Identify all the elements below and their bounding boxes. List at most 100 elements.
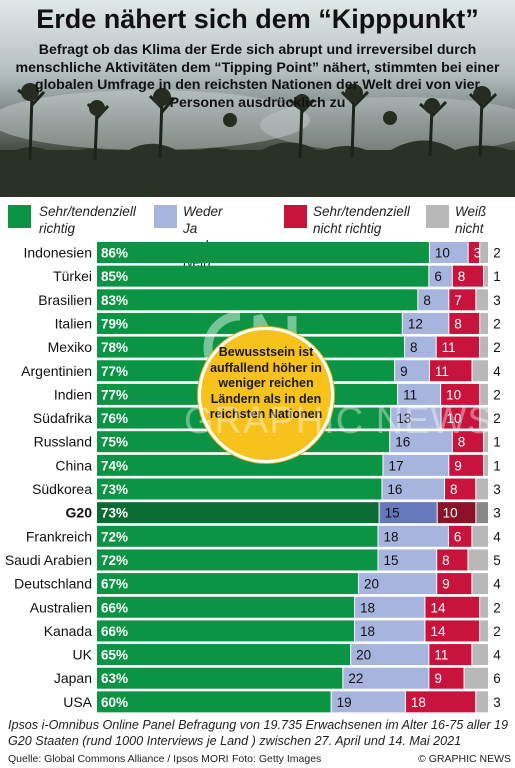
value-label: 18 [384, 529, 399, 544]
bar-segment [441, 407, 480, 429]
bar-segment [425, 620, 480, 642]
value-label: 60% [101, 695, 128, 710]
value-label: 1 [493, 458, 501, 473]
bar-segment [472, 573, 488, 595]
value-label: 72% [101, 553, 128, 568]
value-label: 11 [403, 387, 417, 402]
bar-segment [355, 620, 425, 642]
value-label: 73% [101, 482, 128, 497]
value-label: 6 [454, 529, 462, 544]
bar-segment [480, 336, 488, 358]
country-label: Indonesien [23, 245, 92, 261]
legend-swatch-agree [8, 205, 31, 228]
value-label: 77% [101, 387, 128, 402]
bar-segment [480, 596, 488, 618]
photo-credit: Foto: Getty Images [232, 753, 322, 765]
country-label: Japan [54, 670, 92, 686]
bar-segment [405, 691, 476, 713]
bar-segment [436, 336, 480, 358]
value-label: 4 [493, 577, 501, 592]
bar-segment [429, 667, 464, 689]
value-label: 8 [450, 482, 458, 497]
bar-segment [468, 242, 480, 263]
bar-segment [398, 383, 441, 405]
bar-segment [429, 360, 472, 382]
country-label: Russland [34, 434, 92, 450]
country-label: UK [73, 647, 93, 663]
value-label: 74% [101, 458, 128, 473]
callout-circle [198, 327, 334, 463]
bar-segment [472, 360, 488, 382]
legend: Sehr/tendenziell richtig Weder Ja noch N… [0, 203, 515, 270]
bar-segment [97, 502, 379, 524]
country-label: Australien [30, 599, 92, 615]
value-label: 67% [101, 577, 128, 592]
value-label: 65% [101, 648, 128, 663]
bar-segment [97, 525, 378, 547]
value-label: 86% [101, 246, 128, 261]
value-label: 2 [493, 316, 501, 331]
value-label: 18 [360, 624, 375, 639]
value-label: 7 [454, 293, 462, 308]
bar-segment [480, 242, 488, 263]
bar-segment [97, 265, 429, 287]
bar-segment [405, 336, 436, 358]
bar-segment [391, 407, 441, 429]
page-title: Erde nähert sich dem “Kipppunkt” [36, 4, 479, 34]
bar-segment [480, 383, 488, 405]
bar-segment [449, 289, 476, 311]
value-label: 78% [101, 340, 128, 355]
bar-segment [390, 431, 452, 453]
value-label: 15 [385, 506, 400, 521]
country-label: G20 [66, 505, 93, 521]
bar-segment [343, 667, 429, 689]
bar-segment [331, 691, 405, 713]
bar-segment [358, 573, 437, 595]
bar-segment [97, 573, 358, 595]
value-label: 8 [458, 269, 466, 284]
bar-segment [480, 407, 488, 429]
value-label: 19 [337, 695, 352, 710]
bar-segment [429, 242, 468, 263]
bar-segment [476, 478, 488, 500]
bar-segment [97, 691, 331, 713]
value-label: 2 [493, 624, 501, 639]
country-label: Frankreich [26, 528, 92, 544]
value-label: 2 [493, 387, 501, 402]
country-label: Südafrika [33, 410, 92, 426]
bar-segment [355, 596, 425, 618]
value-label: 83% [101, 293, 128, 308]
value-label: 8 [423, 293, 431, 308]
bar-segment [97, 667, 343, 689]
bar-segment [97, 289, 418, 311]
value-label: 11 [434, 648, 448, 663]
bar-segment [402, 312, 449, 334]
bar-segment [97, 596, 355, 618]
value-label: 18 [411, 695, 426, 710]
bar-segment [476, 289, 488, 311]
country-label: Türkei [53, 268, 92, 284]
value-label: 2 [493, 246, 501, 261]
country-label: Argentinien [21, 363, 92, 379]
bar-segment [476, 691, 488, 713]
value-label: 9 [400, 364, 408, 379]
value-label: 63% [101, 671, 128, 686]
value-label: 4 [493, 648, 501, 663]
header-photo: Erde nähert sich dem “Kipppunkt” Befragt… [0, 0, 515, 197]
copyright: © GRAPHIC NEWS [418, 753, 511, 765]
value-label: 9 [442, 577, 450, 592]
value-label: 6 [434, 269, 442, 284]
value-label: 72% [101, 529, 128, 544]
country-label: Saudi Arabien [5, 552, 92, 568]
bar-segment [484, 454, 488, 476]
legend-label-dontknow: Weiß nicht [455, 204, 487, 236]
value-label: 77% [101, 364, 128, 379]
country-label: Brasilien [38, 292, 92, 308]
bar-segment [437, 549, 468, 571]
country-label: Deutschland [14, 576, 92, 592]
value-label: 10 [446, 387, 461, 402]
country-label: Südkorea [32, 481, 92, 497]
bar-segment [97, 454, 383, 476]
value-label: 66% [101, 600, 128, 615]
